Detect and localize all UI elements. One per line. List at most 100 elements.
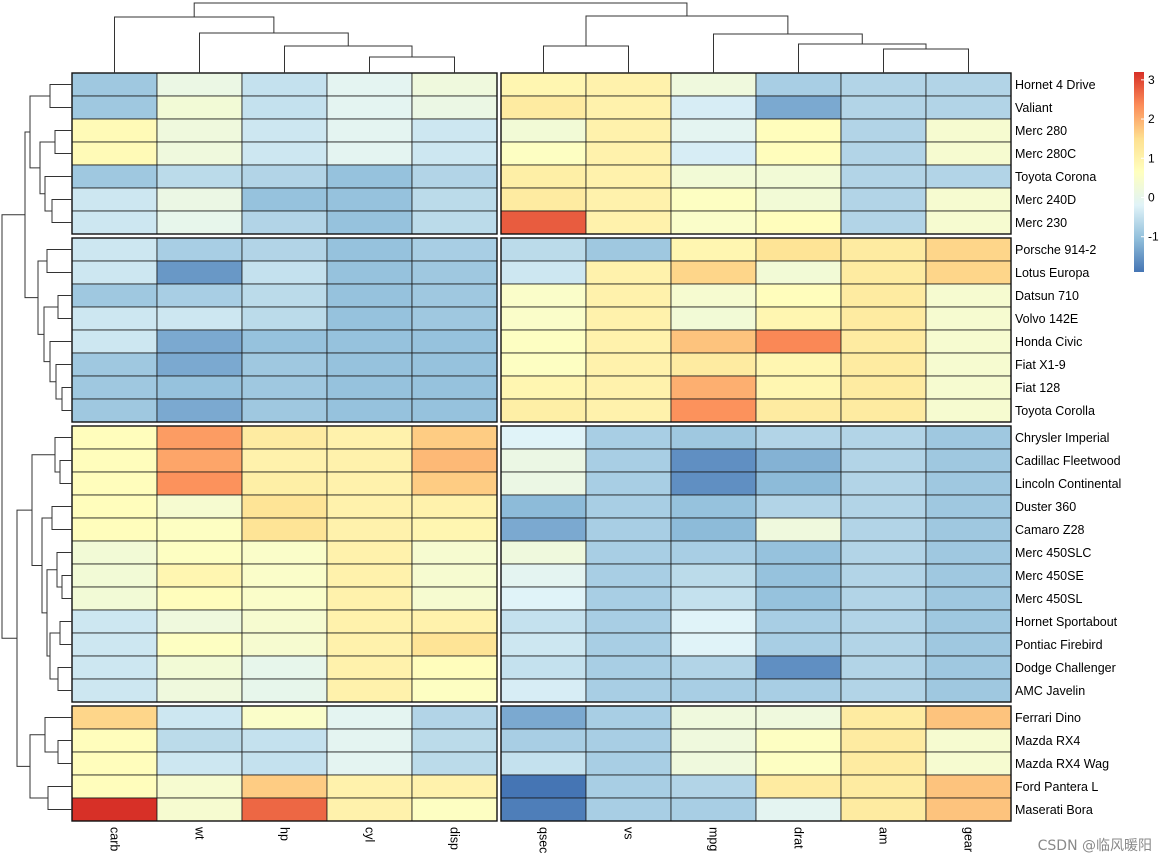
heatmap-cell <box>241 586 328 611</box>
heatmap-cell <box>71 540 158 565</box>
row-dendrogram-link <box>49 84 72 108</box>
heatmap-cell <box>411 751 498 776</box>
row-label: Porsche 914-2 <box>1015 243 1096 257</box>
row-label: Valiant <box>1015 101 1053 115</box>
row-label: Hornet 4 Drive <box>1015 78 1096 92</box>
heatmap-cell <box>500 705 587 730</box>
row-label: Mazda RX4 <box>1015 734 1080 748</box>
heatmap-cell <box>241 678 328 703</box>
heatmap-cell <box>71 728 158 753</box>
heatmap-cell <box>156 632 243 657</box>
heatmap-cell <box>241 329 328 354</box>
heatmap-cell <box>411 352 498 377</box>
heatmap-cell <box>670 678 757 703</box>
heatmap-cell <box>670 329 757 354</box>
heatmap-cell <box>241 398 328 423</box>
heatmap-cell <box>755 494 842 519</box>
heatmap-block-border <box>71 425 498 703</box>
heatmap-cell <box>585 540 672 565</box>
row-label: Honda Civic <box>1015 335 1082 349</box>
heatmap-cell <box>71 678 158 703</box>
heatmap-cell <box>585 751 672 776</box>
heatmap-cell <box>925 494 1012 519</box>
heatmap-cell <box>670 563 757 588</box>
heatmap-cell <box>500 471 587 496</box>
heatmap-cell <box>156 678 243 703</box>
heatmap-cell <box>840 329 927 354</box>
heatmap-cell <box>755 678 842 703</box>
heatmap-cell <box>585 563 672 588</box>
heatmap-cell <box>925 751 1012 776</box>
heatmap-cell <box>755 260 842 285</box>
row-label: Merc 280 <box>1015 124 1067 138</box>
heatmap-cell <box>500 517 587 542</box>
heatmap-cell <box>326 563 413 588</box>
heatmap-cell <box>411 540 498 565</box>
heatmap-cell <box>925 586 1012 611</box>
heatmap-cell <box>241 187 328 212</box>
heatmap-cell <box>925 655 1012 680</box>
heatmap-cell <box>71 471 158 496</box>
heatmap-cell <box>585 655 672 680</box>
heatmap-cell <box>670 398 757 423</box>
row-dendrogram-link <box>56 552 72 588</box>
heatmap-cell <box>411 141 498 166</box>
row-label: Pontiac Firebird <box>1015 638 1103 652</box>
heatmap-cell <box>326 540 413 565</box>
column-label: vs <box>622 827 636 840</box>
heatmap-block-border <box>71 237 498 423</box>
row-label: Merc 450SL <box>1015 592 1082 606</box>
heatmap-cell <box>156 375 243 400</box>
row-dendrogram-link <box>37 260 47 335</box>
heatmap-cell <box>670 352 757 377</box>
heatmap-cell <box>326 471 413 496</box>
heatmap-cell <box>670 187 757 212</box>
heatmap-cell <box>755 352 842 377</box>
heatmap-cell <box>755 540 842 565</box>
heatmap-cell <box>925 425 1012 450</box>
heatmap-cell <box>241 141 328 166</box>
heatmap-cell <box>755 797 842 822</box>
row-label: Mazda RX4 Wag <box>1015 757 1109 771</box>
heatmap-cell <box>755 563 842 588</box>
heatmap-cell <box>326 375 413 400</box>
heatmap-cell <box>326 141 413 166</box>
heatmap-cell <box>840 609 927 634</box>
heatmap-cell <box>156 398 243 423</box>
heatmap-cell <box>71 306 158 331</box>
heatmap-cell <box>755 187 842 212</box>
heatmap-cell <box>156 141 243 166</box>
row-label: Cadillac Fleetwood <box>1015 454 1121 468</box>
heatmap-cell <box>840 494 927 519</box>
heatmap-cell <box>156 260 243 285</box>
heatmap-cell <box>241 563 328 588</box>
heatmap-cell <box>156 329 243 354</box>
heatmap-cell <box>670 210 757 235</box>
heatmap-cell <box>411 95 498 120</box>
heatmap-cell <box>411 586 498 611</box>
heatmap-cell <box>585 306 672 331</box>
heatmap-cell <box>241 609 328 634</box>
row-dendrogram-link <box>43 306 58 363</box>
heatmap-cell <box>925 187 1012 212</box>
heatmap-cell <box>241 540 328 565</box>
heatmap-block-border <box>500 237 1012 423</box>
heatmap-cell <box>156 95 243 120</box>
heatmap-cell <box>585 797 672 822</box>
heatmap-cell <box>840 118 927 143</box>
column-label: qsec <box>537 827 551 853</box>
row-dendrogram-link <box>61 387 72 411</box>
heatmap-cell <box>925 609 1012 634</box>
heatmap-cell <box>500 72 587 97</box>
heatmap-cell <box>326 398 413 423</box>
heatmap-cell <box>500 586 587 611</box>
heatmap-cell <box>585 425 672 450</box>
legend-colorbar <box>1134 72 1144 272</box>
heatmap-cell <box>156 728 243 753</box>
heatmap-cell <box>411 210 498 235</box>
heatmap-cell <box>840 210 927 235</box>
heatmap-cell <box>670 448 757 473</box>
column-label: drat <box>792 827 806 849</box>
heatmap-cell <box>755 164 842 189</box>
row-dendrogram-link <box>47 786 72 810</box>
